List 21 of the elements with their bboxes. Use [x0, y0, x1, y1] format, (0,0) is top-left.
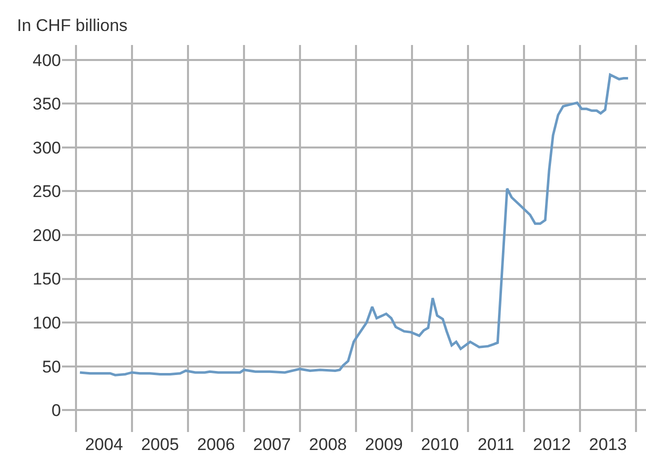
y-tick-label: 200: [32, 226, 61, 245]
y-tick-label: 150: [32, 270, 61, 289]
y-tick-label: 0: [52, 401, 61, 420]
x-tick-label: 2011: [478, 435, 514, 454]
x-tick-label: 2009: [365, 435, 403, 454]
y-tick-label: 100: [32, 314, 61, 332]
y-tick-label: 300: [32, 138, 61, 158]
x-tick-label: 2007: [253, 435, 291, 454]
x-tick-label: 2005: [141, 435, 179, 454]
x-tick-label: 2013: [589, 435, 627, 454]
x-tick-label: 2010: [421, 435, 459, 454]
x-tick-label: 2012: [533, 435, 571, 454]
x-tick-label: 2004: [85, 435, 123, 454]
x-tick-label: 2008: [309, 435, 347, 454]
x-tick-label: 2006: [197, 435, 235, 454]
line-series: [78, 74, 630, 376]
y-tick-label: 50: [42, 357, 61, 376]
y-tick-label: 400: [32, 50, 61, 70]
y-axis-title: In CHF billions: [17, 16, 128, 35]
y-tick-label: 250: [32, 182, 61, 202]
y-tick-label: 350: [32, 94, 61, 114]
